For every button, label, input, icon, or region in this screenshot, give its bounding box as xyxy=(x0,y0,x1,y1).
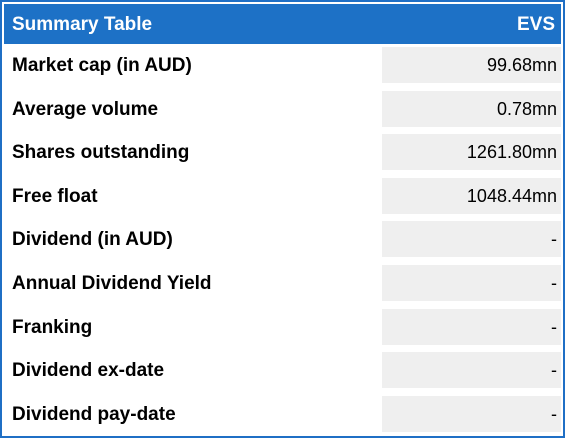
row-value-cell: 1261.80mn xyxy=(382,134,561,171)
table-row: Dividend pay-date - xyxy=(4,395,561,433)
table-row: Shares outstanding 1261.80mn xyxy=(4,133,561,171)
row-value: 1261.80mn xyxy=(466,142,557,163)
row-value: 99.68mn xyxy=(486,55,557,75)
table-row: Average volume 0.78mn xyxy=(4,90,561,128)
row-value-cell: 1048.44mn xyxy=(382,177,561,214)
row-value-cell: - xyxy=(382,221,561,258)
table-row: Free float 1048.44mn xyxy=(4,177,561,215)
row-value-cell: - xyxy=(382,352,561,389)
row-value-cell: - xyxy=(382,395,561,432)
row-label: Dividend ex-date xyxy=(12,360,165,382)
row-value: 0.78mn xyxy=(496,98,557,119)
table-row: Dividend ex-date - xyxy=(4,351,561,389)
table-row: Annual Dividend Yield - xyxy=(4,264,561,302)
row-value-cell: - xyxy=(382,265,561,301)
row-label: Free float xyxy=(12,185,98,207)
row-value-cell: 99.68mn xyxy=(382,47,561,83)
table-header: Summary Table EVS xyxy=(4,4,561,44)
table-row: Dividend (in AUD) - xyxy=(4,220,561,258)
ticker-label: EVS xyxy=(516,14,555,35)
row-label: Average volume xyxy=(12,98,159,120)
row-value: - xyxy=(551,316,557,337)
row-label: Annual Dividend Yield xyxy=(12,273,212,294)
row-value-cell: - xyxy=(382,308,561,345)
row-label: Dividend (in AUD) xyxy=(12,229,173,251)
row-value: 1048.44mn xyxy=(466,185,557,206)
row-value: - xyxy=(551,229,557,250)
row-label: Shares outstanding xyxy=(12,142,190,164)
row-value-cell: 0.78mn xyxy=(382,90,561,127)
table-row: Franking - xyxy=(4,308,561,346)
row-value: - xyxy=(551,273,557,293)
row-label: Dividend pay-date xyxy=(12,403,176,425)
row-value: - xyxy=(551,360,557,381)
table-row: Market cap (in AUD) 99.68mn xyxy=(4,46,561,84)
row-value: - xyxy=(551,403,557,424)
table-title: Summary Table xyxy=(12,14,153,35)
row-label: Market cap (in AUD) xyxy=(12,55,192,76)
row-label: Franking xyxy=(12,316,93,338)
